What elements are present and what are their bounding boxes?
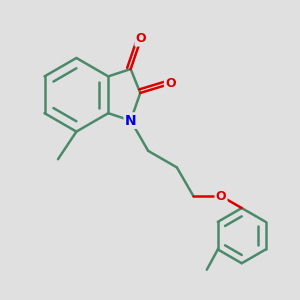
Text: N: N [125,114,136,128]
Text: O: O [136,32,146,45]
Text: O: O [216,190,226,202]
Text: O: O [165,77,176,90]
